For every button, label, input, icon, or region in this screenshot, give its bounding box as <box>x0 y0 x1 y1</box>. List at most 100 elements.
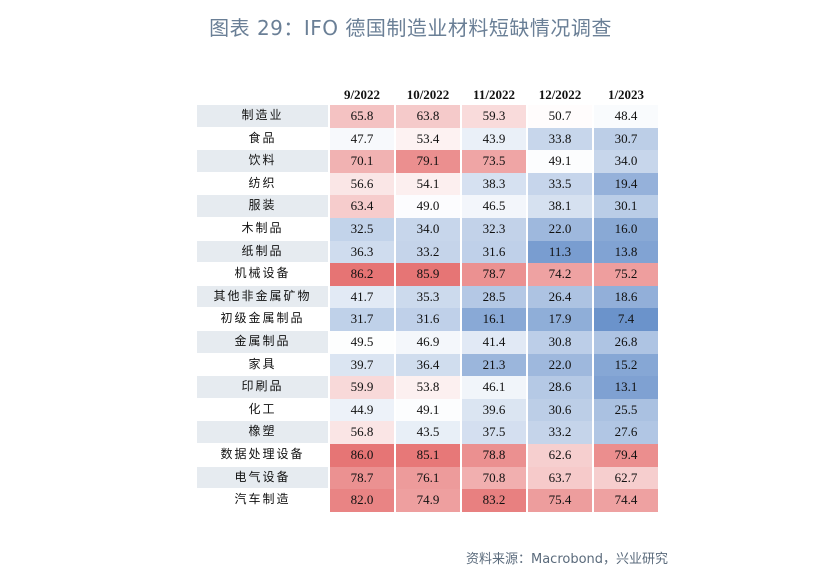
row-label: 印刷品 <box>197 376 328 398</box>
heatmap-cell: 56.6 <box>330 172 394 196</box>
heatmap-cell: 19.4 <box>594 172 658 196</box>
column-header: 11/2022 <box>473 87 515 102</box>
heatmap-cell: 37.5 <box>462 421 526 444</box>
chart-title: 图表 29：IFO 德国制造业材料短缺情况调查 <box>209 16 612 40</box>
table-row: 汽车制造 82.0 74.9 83.2 75.4 74.4 <box>197 489 660 512</box>
row-label: 纺织 <box>197 172 328 195</box>
column-header: 1/2023 <box>607 87 645 102</box>
row-label: 汽车制造 <box>197 489 328 511</box>
heatmap-cell: 39.7 <box>330 353 394 377</box>
heatmap-cell: 46.1 <box>462 376 526 399</box>
row-label: 饮料 <box>197 150 328 172</box>
heatmap-cell: 31.6 <box>396 308 460 331</box>
heatmap-cell: 70.1 <box>330 150 394 173</box>
row-label: 电气设备 <box>197 466 328 489</box>
heatmap-cell: 70.8 <box>462 466 526 490</box>
heatmap-cell: 30.8 <box>528 330 592 354</box>
heatmap-cell: 74.2 <box>528 263 592 286</box>
heatmap-cell: 41.7 <box>330 285 394 309</box>
heatmap-cell: 43.5 <box>396 421 460 444</box>
heatmap-cell: 21.3 <box>462 353 526 377</box>
heatmap-cell: 78.7 <box>330 466 394 490</box>
heatmap-cell: 86.0 <box>330 443 394 467</box>
heatmap-cell: 31.7 <box>330 308 394 331</box>
heatmap-cell: 53.4 <box>396 127 460 151</box>
heatmap-cell: 38.3 <box>462 172 526 196</box>
heatmap-cell: 11.3 <box>528 240 592 264</box>
row-label: 金属制品 <box>197 330 328 353</box>
table-row: 制造业 65.8 63.8 59.3 50.7 48.4 <box>197 105 660 128</box>
heatmap-cell: 74.4 <box>594 489 658 512</box>
heatmap-cell: 39.6 <box>462 398 526 422</box>
heatmap-cell: 22.0 <box>528 353 592 377</box>
heatmap-cell: 44.9 <box>330 398 394 422</box>
heatmap-cell: 63.4 <box>330 195 394 218</box>
heatmap-cell: 75.2 <box>594 263 658 286</box>
table-row: 家具 39.7 36.4 21.3 22.0 15.2 <box>197 353 660 377</box>
table-row: 印刷品 59.9 53.8 46.1 28.6 13.1 <box>197 376 660 399</box>
row-label: 食品 <box>197 127 328 150</box>
row-label: 服装 <box>197 195 328 217</box>
heatmap-cell: 59.3 <box>462 105 526 128</box>
heatmap-cell: 46.9 <box>396 330 460 354</box>
heatmap-cell: 16.1 <box>462 308 526 331</box>
table-row: 服装 63.4 49.0 46.5 38.1 30.1 <box>197 195 660 218</box>
heatmap-cell: 48.4 <box>594 105 658 128</box>
table-row: 机械设备 86.2 85.9 78.7 74.2 75.2 <box>197 263 660 286</box>
heatmap-cell: 49.5 <box>330 330 394 354</box>
heatmap-cell: 22.0 <box>528 217 592 241</box>
table-row: 橡塑 56.8 43.5 37.5 33.2 27.6 <box>197 421 660 444</box>
heatmap-cell: 74.9 <box>396 489 460 512</box>
heatmap-cell: 79.4 <box>594 443 658 467</box>
heatmap-cell: 35.3 <box>396 285 460 309</box>
heatmap-cell: 59.9 <box>330 376 394 399</box>
heatmap-cell: 32.3 <box>462 217 526 241</box>
heatmap-cell: 36.3 <box>330 240 394 264</box>
column-header: 12/2022 <box>538 87 582 102</box>
heatmap-cell: 28.6 <box>528 376 592 399</box>
heatmap-cell: 33.2 <box>396 240 460 264</box>
row-label: 初级金属制品 <box>197 308 328 330</box>
heatmap-cell: 31.6 <box>462 240 526 264</box>
heatmap-cell: 76.1 <box>396 466 460 490</box>
heatmap-cell: 30.6 <box>528 398 592 422</box>
heatmap-cell: 62.6 <box>528 443 592 467</box>
heatmap-cell: 27.6 <box>594 421 658 444</box>
heatmap-cell: 82.0 <box>330 489 394 512</box>
heatmap-cell: 47.7 <box>330 127 394 151</box>
column-header-row: 9/2022 10/2022 11/2022 12/2022 1/2023 <box>197 86 660 104</box>
table-row: 食品 47.7 53.4 43.9 33.8 30.7 <box>197 127 660 151</box>
heatmap-cell: 86.2 <box>330 263 394 286</box>
heatmap-cell: 26.8 <box>594 330 658 354</box>
heatmap-cell: 62.7 <box>594 466 658 490</box>
heatmap-cell: 65.8 <box>330 105 394 128</box>
column-header: 10/2022 <box>406 87 450 102</box>
heatmap-cell: 13.1 <box>594 376 658 399</box>
heatmap-cell: 78.7 <box>462 263 526 286</box>
heatmap-cell: 30.7 <box>594 127 658 151</box>
heatmap-table: 9/2022 10/2022 11/2022 12/2022 1/2023 制造业 65.… <box>197 86 660 512</box>
row-label: 制造业 <box>197 105 328 127</box>
heatmap-cell: 83.2 <box>462 489 526 512</box>
row-label: 纸制品 <box>197 240 328 263</box>
heatmap-cell: 25.5 <box>594 398 658 422</box>
heatmap-cell: 49.0 <box>396 195 460 218</box>
heatmap-cell: 26.4 <box>528 285 592 309</box>
heatmap-cell: 56.8 <box>330 421 394 444</box>
heatmap-cell: 43.9 <box>462 127 526 151</box>
heatmap-cell: 34.0 <box>396 217 460 241</box>
heatmap-cell: 85.1 <box>396 443 460 467</box>
table-row: 初级金属制品 31.7 31.6 16.1 17.9 7.4 <box>197 308 660 331</box>
heatmap-cell: 36.4 <box>396 353 460 377</box>
heatmap-cell: 53.8 <box>396 376 460 399</box>
heatmap-cell: 18.6 <box>594 285 658 309</box>
heatmap-cell: 78.8 <box>462 443 526 467</box>
table-row: 化工 44.9 49.1 39.6 30.6 25.5 <box>197 398 660 422</box>
column-header: 9/2022 <box>343 87 381 102</box>
heatmap-cell: 41.4 <box>462 330 526 354</box>
table-row: 纸制品 36.3 33.2 31.6 11.3 13.8 <box>197 240 660 264</box>
corner-cell <box>197 86 328 104</box>
source-note: 资料来源：Macrobond，兴业研究 <box>466 552 669 567</box>
heatmap-cell: 28.5 <box>462 285 526 309</box>
table-row: 木制品 32.5 34.0 32.3 22.0 16.0 <box>197 217 660 241</box>
